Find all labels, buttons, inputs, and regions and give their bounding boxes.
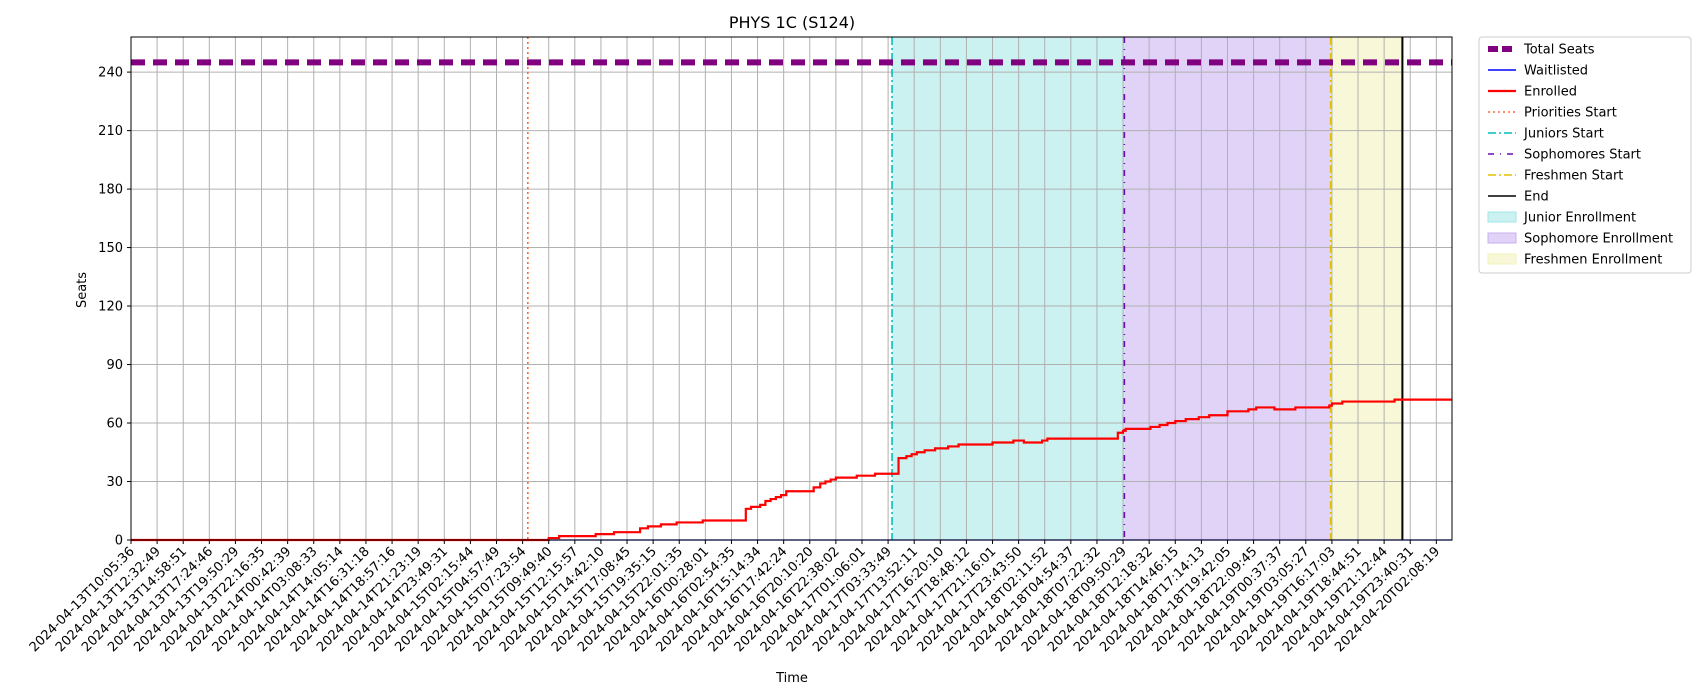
legend-label-1: Total Seats [1523, 43, 1595, 58]
legend-item-5: Juniors Start [1488, 127, 1604, 142]
legend-item-10: Sophomore Enrollment [1487, 232, 1673, 247]
legend-label-11: Freshmen Enrollment [1524, 253, 1662, 268]
legend-label-7: Freshmen Start [1524, 169, 1623, 184]
legend-item-11: Freshmen Enrollment [1487, 253, 1662, 268]
y-tick-label-6: 150 [98, 241, 123, 256]
legend: Total Seats Waitlisted Enrolled Priorities … [1478, 36, 1692, 274]
legend-label-4: Priorities Start [1524, 106, 1617, 121]
legend-swatch-10 [1487, 232, 1517, 244]
y-axis-label: Seats [75, 272, 90, 308]
legend-label-10: Sophomore Enrollment [1524, 232, 1673, 247]
legend-label-3: Enrolled [1524, 85, 1577, 100]
legend-item-4: Priorities Start [1488, 106, 1617, 121]
legend-label-9: Junior Enrollment [1523, 211, 1636, 226]
series-3 [131, 398, 1452, 542]
y-tick-label-7: 180 [98, 183, 123, 198]
chart-title: PHYS 1C (S124) [729, 13, 855, 32]
y-tick-label-8: 210 [98, 124, 123, 139]
plot-area: 03060901201501802102402024-04-13T10:05:3… [27, 36, 1453, 655]
span-3 [1330, 37, 1403, 540]
legend-item-2: Waitlisted [1488, 64, 1588, 79]
legend-label-8: End [1524, 190, 1549, 205]
legend-item-3: Enrolled [1488, 85, 1577, 100]
legend-box [1478, 36, 1692, 274]
legend-item-1: Total Seats [1488, 43, 1595, 58]
plot-frame [130, 36, 1453, 541]
y-tick-label-9: 240 [98, 66, 123, 81]
legend-label-5: Juniors Start [1523, 127, 1604, 142]
legend-label-6: Sophomores Start [1524, 148, 1641, 163]
legend-item-6: Sophomores Start [1488, 148, 1641, 163]
legend-label-2: Waitlisted [1524, 64, 1588, 79]
y-tick-label-5: 120 [98, 300, 123, 315]
legend-swatch-9 [1487, 211, 1517, 223]
legend-item-7: Freshmen Start [1488, 169, 1623, 184]
legend-item-9: Junior Enrollment [1487, 211, 1636, 226]
y-tick-label-1: 0 [115, 534, 123, 549]
span-1 [892, 37, 1125, 540]
legend-swatch-11 [1487, 253, 1517, 265]
y-tick-label-4: 90 [106, 358, 123, 373]
x-axis-label: Time [775, 671, 808, 686]
y-tick-label-3: 60 [106, 417, 123, 432]
legend-item-8: End [1488, 190, 1549, 205]
y-tick-label-2: 30 [106, 475, 123, 490]
